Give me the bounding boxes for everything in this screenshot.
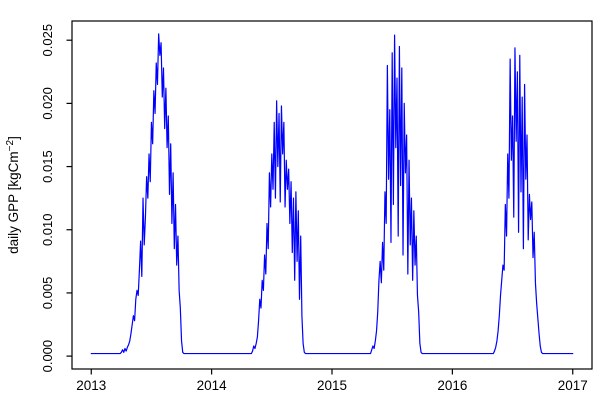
y-axis-title: daily GPP [kgCm−2] [5, 136, 21, 254]
y-axis-tick-label: 0.000 [40, 340, 55, 373]
x-axis-tick-label: 2014 [197, 378, 228, 393]
x-axis-tick-label: 2016 [437, 378, 467, 393]
y-axis-tick-label: 0.010 [40, 213, 55, 246]
x-axis-tick-label: 2015 [317, 378, 347, 393]
x-axis-tick-label: 2017 [558, 378, 588, 393]
y-axis-tick-label: 0.020 [40, 87, 55, 120]
gpp-line-series [90, 33, 574, 355]
y-axis-tick-label: 0.015 [40, 150, 55, 183]
y-axis-tick-label: 0.025 [40, 24, 55, 57]
x-axis-tick-label: 2013 [76, 378, 106, 393]
y-axis-tick-label: 0.005 [40, 277, 55, 310]
